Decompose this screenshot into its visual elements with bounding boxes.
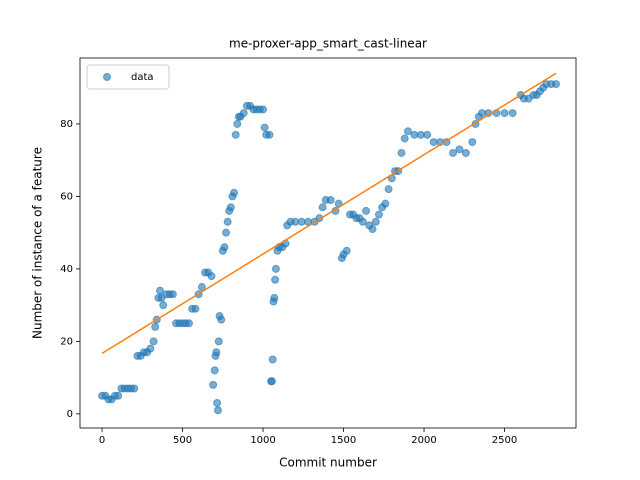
data-point (362, 206, 371, 215)
data-point (156, 286, 165, 295)
data-point (260, 123, 269, 132)
data-point (130, 384, 139, 393)
x-tick-label: 2500 (492, 435, 517, 446)
data-point (468, 138, 477, 147)
data-point (552, 80, 561, 89)
data-point (222, 228, 231, 237)
data-point (213, 406, 222, 415)
fit-line (101, 72, 557, 354)
data-point (374, 210, 383, 219)
data-point (233, 119, 242, 128)
data-point (114, 391, 123, 400)
data-point (223, 217, 232, 226)
data-point (212, 348, 221, 357)
data-point (268, 355, 277, 364)
data-point (400, 134, 409, 143)
data-point (214, 337, 223, 346)
data-point (384, 185, 393, 194)
data-point (184, 319, 193, 328)
data-point (146, 344, 155, 353)
data-point (342, 246, 351, 255)
data-point (191, 304, 200, 313)
data-point (230, 188, 239, 197)
data-point (159, 301, 168, 310)
data-point (371, 217, 380, 226)
data-point (461, 148, 470, 157)
x-axis-label: Commit number (279, 456, 377, 470)
data-point (423, 130, 432, 139)
data-point (226, 203, 235, 212)
x-tick-label: 500 (173, 435, 192, 446)
data-point (168, 290, 177, 299)
data-point (271, 264, 280, 273)
data-point (231, 130, 240, 139)
data-point (326, 196, 335, 205)
data-point (197, 283, 206, 292)
y-tick-label: 20 (60, 336, 73, 347)
data-point (265, 130, 274, 139)
data-point (149, 337, 158, 346)
data-point (508, 109, 517, 118)
data-point (217, 315, 226, 324)
data-point (210, 366, 219, 375)
data-point (213, 398, 222, 407)
x-tick-label: 1000 (250, 435, 275, 446)
data-point (239, 109, 248, 118)
data-point (220, 243, 229, 252)
data-point (358, 217, 367, 226)
y-tick-label: 0 (67, 409, 73, 420)
y-tick-label: 60 (60, 191, 73, 202)
data-point (455, 145, 464, 154)
x-tick-label: 0 (99, 435, 105, 446)
data-point (209, 380, 218, 389)
data-point (403, 127, 412, 136)
data-point (397, 148, 406, 157)
data-point (449, 148, 458, 157)
data-point (270, 293, 279, 302)
legend-marker (103, 73, 111, 81)
y-tick-label: 40 (60, 264, 73, 275)
data-point (318, 203, 327, 212)
data-point (267, 377, 276, 386)
data-point (381, 199, 390, 208)
legend-label: data (131, 72, 154, 83)
data-point (271, 275, 280, 284)
data-point (151, 322, 160, 331)
legend-box (86, 64, 170, 90)
data-point (259, 105, 268, 114)
chart-title: me-proxer-app_smart_cast-linear (229, 37, 427, 51)
x-tick-label: 2000 (411, 435, 436, 446)
y-tick-label: 80 (60, 119, 73, 130)
x-tick-label: 1500 (331, 435, 356, 446)
data-point (207, 272, 216, 281)
data-point (368, 225, 377, 234)
y-axis-label: Number of instance of a feature (31, 147, 45, 339)
data-point (500, 109, 509, 118)
plot-frame (79, 57, 577, 429)
